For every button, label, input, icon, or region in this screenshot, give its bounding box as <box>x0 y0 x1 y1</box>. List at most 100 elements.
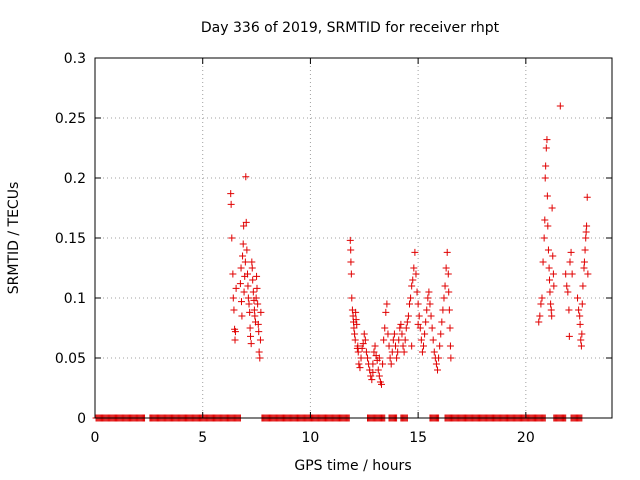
data-point <box>240 288 248 296</box>
data-point <box>556 102 564 110</box>
data-point <box>392 342 400 350</box>
data-point <box>371 342 379 350</box>
data-point <box>563 282 571 290</box>
data-point <box>429 336 437 344</box>
x-axis-title: GPS time / hours <box>294 458 411 474</box>
data-point <box>544 222 552 230</box>
data-point <box>349 312 357 320</box>
data-point <box>408 282 416 290</box>
data-point <box>576 320 584 328</box>
data-point <box>378 380 386 388</box>
data-point <box>238 312 246 320</box>
data-point <box>246 324 254 332</box>
grid <box>95 58 612 418</box>
data-point <box>576 312 584 320</box>
data-point <box>567 248 575 256</box>
data-point <box>442 264 450 272</box>
data-point <box>401 336 409 344</box>
data-point <box>564 288 572 296</box>
data-point <box>256 336 264 344</box>
data-point <box>447 354 455 362</box>
data-point <box>547 300 555 308</box>
data-point <box>443 248 451 256</box>
data-point <box>444 270 452 278</box>
data-point <box>565 332 573 340</box>
data-point <box>347 258 355 266</box>
data-point <box>578 300 586 308</box>
data-point <box>236 280 244 288</box>
data-point <box>257 308 265 316</box>
data-point <box>550 282 558 290</box>
data-point <box>348 294 356 302</box>
data-point <box>255 328 263 336</box>
data-point <box>396 324 404 332</box>
data-point <box>251 312 259 320</box>
data-point <box>412 270 420 278</box>
data-point <box>547 306 555 314</box>
data-point <box>548 312 556 320</box>
data-point <box>245 300 253 308</box>
data-point <box>247 340 255 348</box>
data-point <box>566 258 574 266</box>
data-point <box>244 282 252 290</box>
data-point <box>414 320 422 328</box>
data-point <box>355 360 363 368</box>
x-tick-label: 20 <box>517 430 535 446</box>
data-point <box>430 348 438 356</box>
data-point <box>438 318 446 326</box>
data-point <box>352 316 360 324</box>
data-point <box>369 368 377 376</box>
data-point <box>540 234 548 242</box>
y-axis-title: SRMTID / TECUs <box>6 182 22 295</box>
y-tick-label: 0.3 <box>64 51 86 67</box>
data-point <box>420 342 428 350</box>
data-point <box>565 306 573 314</box>
x-tick-label: 5 <box>198 430 207 446</box>
data-point <box>242 173 250 181</box>
data-point <box>227 200 235 208</box>
data-point <box>400 348 408 356</box>
data-point <box>352 308 360 316</box>
data-point <box>410 264 418 272</box>
chart-title: Day 336 of 2019, SRMTID for receiver rhp… <box>201 20 500 36</box>
data-point <box>436 342 444 350</box>
data-point <box>426 300 434 308</box>
data-point <box>413 288 421 296</box>
data-point <box>437 330 445 338</box>
y-tick-label: 0.2 <box>64 171 86 187</box>
data-point <box>252 294 260 302</box>
data-point <box>583 193 591 201</box>
data-point <box>237 298 245 306</box>
data-point <box>390 330 398 338</box>
data-point <box>250 306 258 314</box>
data-point <box>253 272 261 280</box>
data-point <box>229 270 237 278</box>
data-point <box>441 282 449 290</box>
data-point <box>415 312 423 320</box>
data-point <box>244 270 252 278</box>
data-point <box>346 236 354 244</box>
data-point <box>428 324 436 332</box>
data-point <box>445 306 453 314</box>
data-point <box>424 294 432 302</box>
data-point <box>347 270 355 278</box>
y-tick-label: 0.05 <box>55 351 86 367</box>
data-point <box>393 354 401 362</box>
data-point <box>535 318 543 326</box>
data-point <box>435 354 443 362</box>
data-point <box>541 216 549 224</box>
data-point <box>249 288 257 296</box>
data-point <box>244 294 252 302</box>
data-point <box>537 300 545 308</box>
data-point <box>580 264 588 272</box>
data-point <box>404 312 412 320</box>
data-point <box>382 308 390 316</box>
data-point <box>380 336 388 344</box>
data-point <box>418 348 426 356</box>
data-point <box>375 372 383 380</box>
data-point <box>397 320 405 328</box>
data-point <box>434 366 442 374</box>
data-point <box>575 306 583 314</box>
data-point <box>357 354 365 362</box>
data-point <box>239 240 247 248</box>
